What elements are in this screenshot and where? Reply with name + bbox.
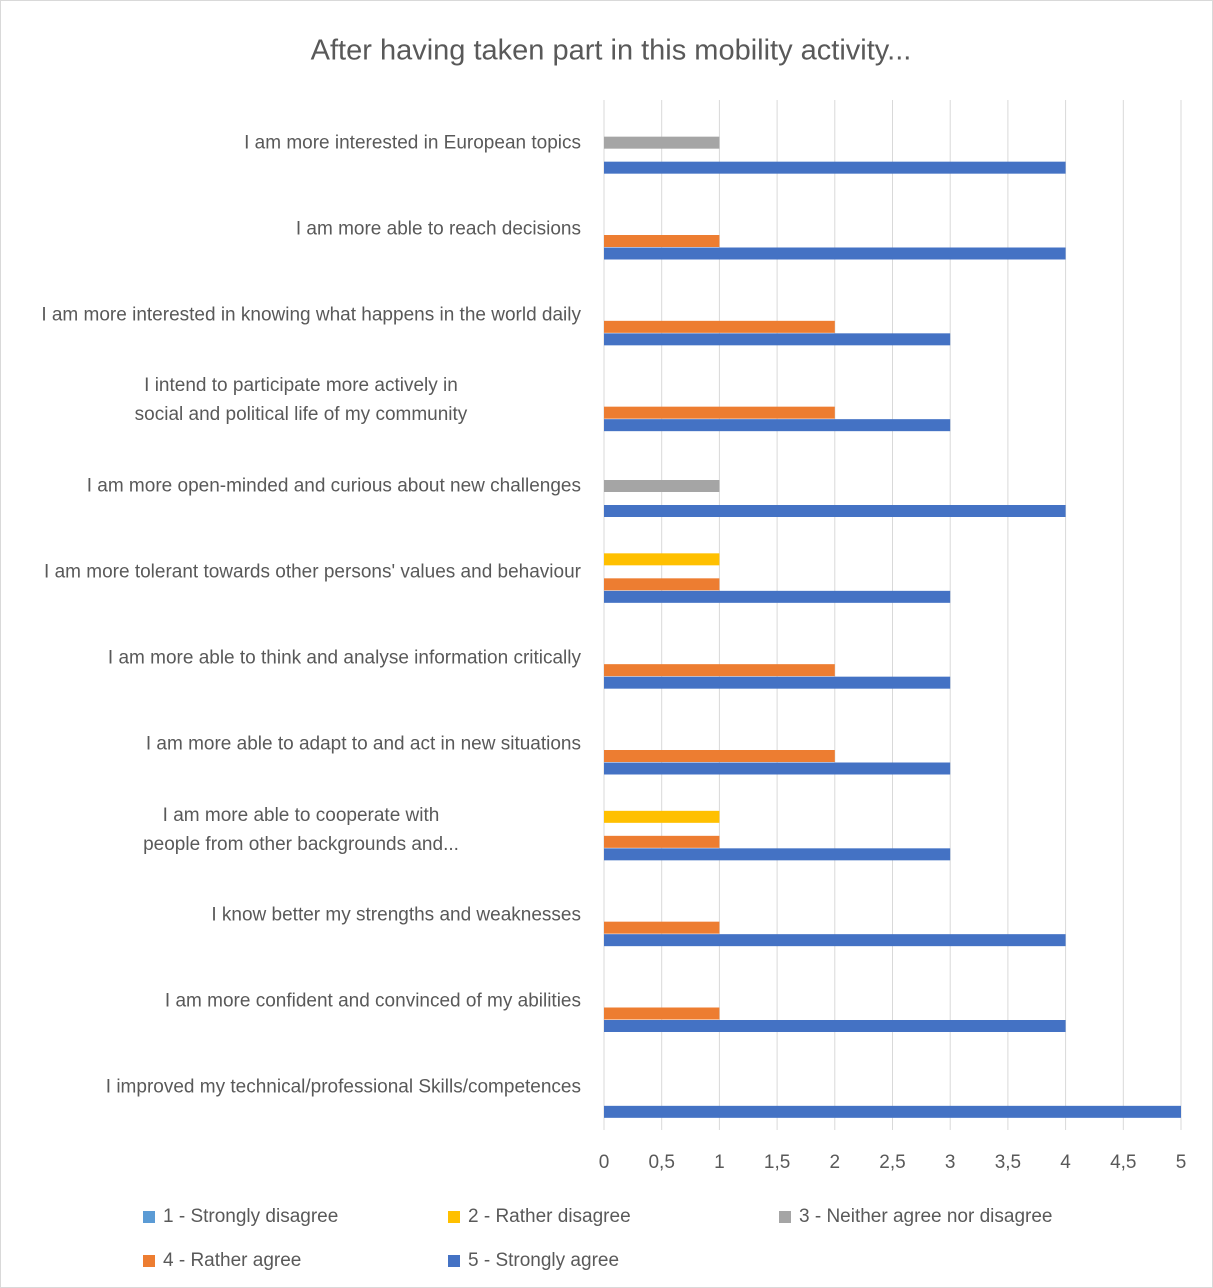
category-label: I am more able to reach decisions bbox=[295, 218, 581, 240]
bar bbox=[604, 235, 720, 247]
legend-swatch bbox=[779, 1211, 791, 1223]
x-tick-label: 2,5 bbox=[879, 1152, 905, 1173]
bar bbox=[604, 835, 720, 848]
legend-label: 5 - Strongly agree bbox=[468, 1250, 619, 1271]
legend-swatch bbox=[143, 1211, 155, 1223]
x-tick-label: 4,5 bbox=[1110, 1152, 1136, 1173]
category-label: I am more able to adapt to and act in ne… bbox=[145, 733, 581, 755]
bar bbox=[604, 505, 1066, 517]
x-tick-label: 1,5 bbox=[764, 1152, 790, 1173]
category-label: I know better my strengths and weaknesse… bbox=[211, 904, 581, 926]
x-tick-label: 2 bbox=[830, 1152, 841, 1173]
bar bbox=[604, 419, 951, 432]
bar bbox=[604, 406, 835, 419]
legend-swatch bbox=[448, 1255, 460, 1267]
legend-label: 4 - Rather agree bbox=[163, 1250, 301, 1271]
category-label: I am more interested in European topics bbox=[244, 132, 581, 154]
bar bbox=[604, 480, 720, 492]
bar bbox=[604, 247, 1066, 260]
x-tick-label: 3 bbox=[945, 1152, 956, 1173]
bar bbox=[604, 1007, 720, 1020]
bar bbox=[604, 161, 1066, 174]
bar bbox=[604, 590, 951, 603]
bar bbox=[604, 664, 835, 677]
legend-label: 2 - Rather disagree bbox=[468, 1206, 631, 1227]
bar bbox=[604, 676, 951, 689]
category-label: I am more interested in knowing what hap… bbox=[41, 304, 581, 326]
bar bbox=[604, 1105, 1181, 1118]
bar bbox=[604, 921, 720, 934]
bar bbox=[604, 848, 951, 861]
bar bbox=[604, 320, 835, 333]
x-tick-label: 0,5 bbox=[648, 1152, 674, 1173]
category-label: I am more tolerant towards other persons… bbox=[44, 561, 581, 583]
x-tick-label: 5 bbox=[1176, 1152, 1187, 1173]
x-tick-label: 3,5 bbox=[995, 1152, 1021, 1173]
bar bbox=[604, 762, 951, 775]
x-tick-label: 1 bbox=[714, 1152, 725, 1173]
category-label: I am more able to cooperate with people … bbox=[143, 804, 459, 855]
legend-label: 3 - Neither agree nor disagree bbox=[799, 1206, 1052, 1227]
legend-swatch bbox=[143, 1255, 155, 1267]
bar bbox=[604, 578, 720, 591]
bar bbox=[604, 810, 720, 823]
bar bbox=[604, 934, 1066, 947]
x-tick-label: 4 bbox=[1060, 1152, 1071, 1173]
category-label: I improved my technical/professional Ski… bbox=[105, 1076, 581, 1098]
category-label: I am more open-minded and curious about … bbox=[86, 475, 581, 497]
category-label: I intend to participate more actively in… bbox=[134, 375, 468, 426]
legend-label: 1 - Strongly disagree bbox=[163, 1206, 338, 1227]
legend-swatch bbox=[448, 1211, 460, 1223]
bar bbox=[604, 1020, 1066, 1032]
bar bbox=[604, 750, 835, 762]
x-tick-label: 0 bbox=[599, 1152, 610, 1173]
bar bbox=[604, 553, 720, 566]
bar bbox=[604, 333, 951, 346]
bar bbox=[604, 136, 720, 149]
category-label: I am more able to think and analyse info… bbox=[107, 647, 581, 669]
category-label: I am more confident and convinced of my … bbox=[164, 990, 581, 1012]
chart-title: After having taken part in this mobility… bbox=[311, 35, 912, 67]
